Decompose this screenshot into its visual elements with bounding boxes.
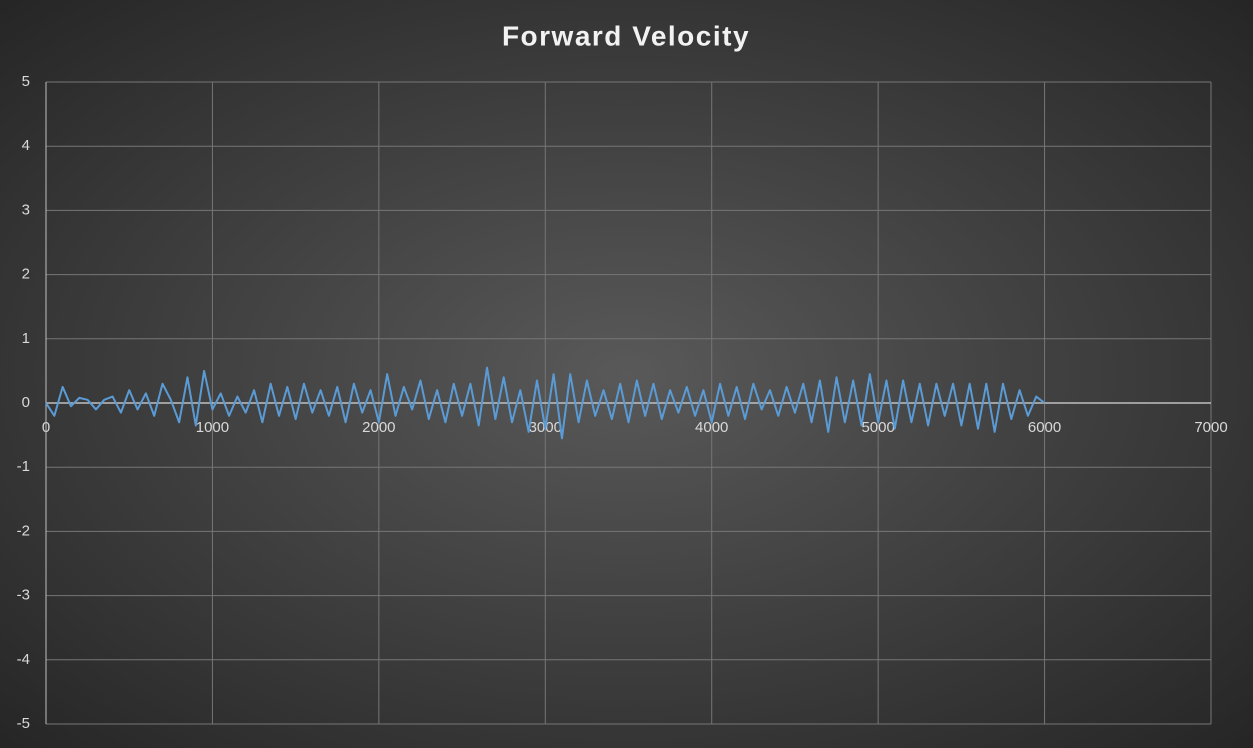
y-tick-label: 2	[22, 266, 30, 283]
x-tick-label: 6000	[1028, 419, 1061, 436]
x-tick-label: 2000	[362, 419, 395, 436]
y-tick-label: 3	[22, 201, 30, 218]
x-tick-label: 7000	[1194, 419, 1227, 436]
y-tick-label: -1	[17, 458, 30, 475]
y-tick-label: -5	[17, 715, 30, 732]
x-tick-label: 1000	[196, 419, 229, 436]
y-tick-label: -3	[17, 587, 30, 604]
chart-title: Forward Velocity	[502, 20, 750, 51]
y-tick-label: 1	[22, 330, 30, 347]
y-tick-label: -4	[17, 651, 30, 668]
y-tick-label: 5	[22, 73, 30, 90]
y-tick-label: -2	[17, 522, 30, 539]
data-line	[45, 366, 1046, 440]
y-tick-label: 0	[22, 394, 30, 411]
y-tick-label: 4	[22, 137, 30, 154]
x-tick-label: 4000	[695, 419, 728, 436]
x-tick-label: 5000	[861, 419, 894, 436]
